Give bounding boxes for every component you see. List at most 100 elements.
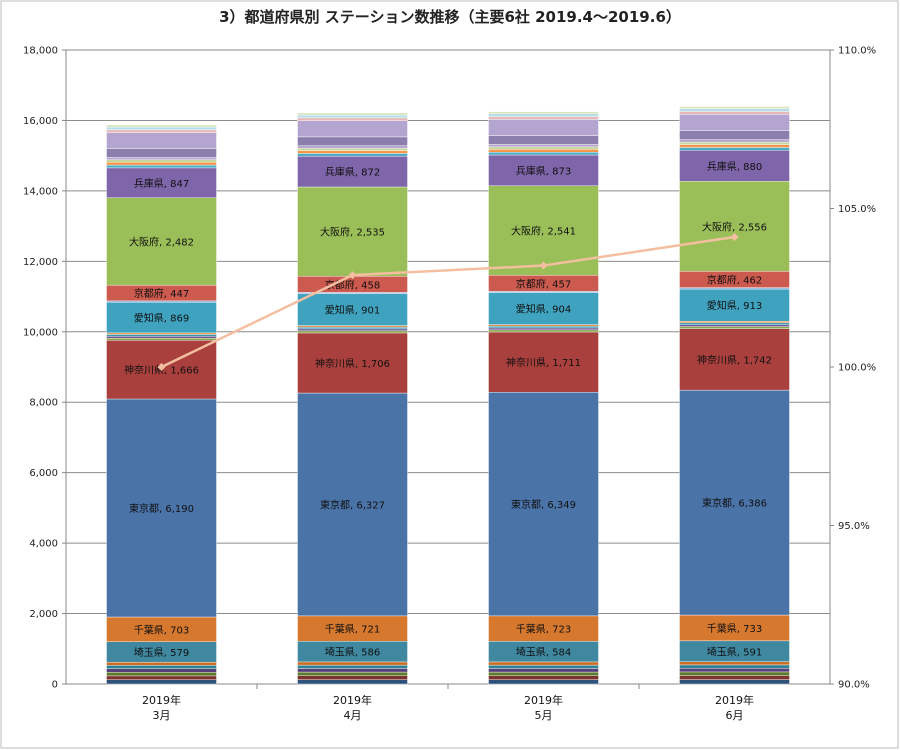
bar-segment [297,112,408,116]
bar-segment [679,614,790,642]
bar-segment [297,293,408,326]
data-label: 神奈川県, 1,706 [315,357,390,370]
bar-segment [488,661,599,666]
trend-point [157,363,166,371]
bar-segment [297,147,408,151]
bar-segment [106,164,217,169]
bar-segment [488,675,599,680]
data-label: 愛知県, 913 [707,299,762,312]
data-label: 大阪府, 2,482 [129,235,194,248]
bar-segment [488,144,599,148]
bar-segment [679,326,790,329]
y-tick-label-left: 10,000 [23,327,58,338]
bar-segment [488,331,599,393]
trend-point [348,271,357,280]
bar-segment [106,129,217,133]
data-label: 埼玉県, 579 [134,646,189,659]
bar-segment [679,671,790,676]
bar-segment [679,130,790,140]
data-label: 大阪府, 2,541 [511,224,576,237]
data-label: 千葉県, 733 [707,622,762,635]
data-label: 愛知県, 869 [134,312,189,325]
bar-segment [297,114,408,119]
bar-segment [679,679,790,685]
y-tick-label-left: 18,000 [23,46,58,57]
bar-segment [106,159,217,163]
data-label: 京都府, 457 [516,277,571,290]
data-label: 千葉県, 703 [134,623,189,636]
bar-segment [679,150,790,182]
bar-segment [679,108,790,112]
y-tick-label-left: 2,000 [29,609,58,620]
y-tick-label-right: 95.0% [838,521,870,532]
bar-segment [297,325,408,328]
bar-segment [488,135,599,145]
y-tick-label-left: 8,000 [29,398,58,409]
bar-segment [297,330,408,334]
x-tick-label: 3月 [153,709,171,722]
bar-segment [679,181,790,272]
bar-segment [488,116,599,120]
data-label: 東京都, 6,327 [320,498,385,511]
bar-segment [297,392,408,617]
x-tick-label: 2019年 [524,693,563,707]
bar-segment [297,615,408,642]
trend-point [539,261,548,270]
bar-segment [106,672,217,677]
bar-segment [106,665,217,669]
bar-segment [297,156,408,188]
y-tick-label-left: 0 [52,680,58,691]
bar-segment [106,300,217,303]
data-label: 埼玉県, 591 [707,645,762,658]
bar-segment [679,664,790,669]
bar-segment [488,154,599,186]
y-tick-label-left: 6,000 [29,468,58,479]
bar-segment [488,146,599,150]
bar-segment [488,113,599,117]
y-tick-label-right: 105.0% [838,204,876,215]
data-label: 東京都, 6,386 [702,497,767,510]
bar-segment [679,661,790,666]
bar-segment [297,332,408,394]
chart-title: 3）都道府県別 ステーション数推移（主要6社 2019.4～2019.6） [219,8,681,26]
bar-segment [297,120,408,138]
bar-segment [488,291,599,293]
data-label: 埼玉県, 586 [325,646,380,659]
bar-segment [106,124,217,128]
y-tick-label-left: 14,000 [23,186,58,197]
bar-segment [297,671,408,676]
x-tick-label: 2019年 [715,693,754,707]
bar-segment [106,334,217,337]
bar-segment [488,327,599,331]
y-tick-label-left: 16,000 [23,116,58,127]
bar-segment [297,661,408,666]
bar-segment [679,675,790,680]
bar-segment [106,398,217,618]
data-label: 神奈川県, 1,711 [506,356,581,369]
bar-segment [106,148,217,158]
bar-segment [106,337,217,341]
bar-segment [679,141,790,145]
data-label: 東京都, 6,349 [511,498,576,511]
data-label: 兵庫県, 873 [516,164,571,177]
trend-point [730,233,739,242]
data-label: 愛知県, 901 [325,304,380,317]
bar-segment [106,616,217,642]
bar-segment [106,132,217,149]
bar-segment [297,136,408,146]
x-tick-label: 6月 [726,709,744,722]
data-label: 兵庫県, 847 [134,177,189,190]
bar-segment [106,332,217,335]
data-label: 東京都, 6,190 [129,502,194,515]
data-label: 埼玉県, 584 [516,646,571,659]
bar-segment [488,392,599,617]
bar-segment [106,167,217,198]
bar-segment [488,615,599,642]
bar-segment [679,322,790,325]
data-label: 京都府, 447 [134,287,189,300]
bar-segment [297,675,408,680]
bar-segment [297,153,408,157]
bar-segment [488,292,599,325]
bar-segment [297,664,408,669]
